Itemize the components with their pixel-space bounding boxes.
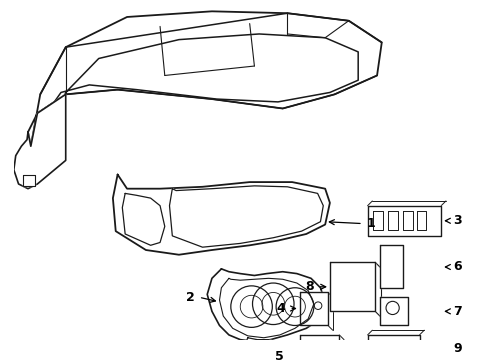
Text: 9: 9 bbox=[452, 342, 461, 355]
Polygon shape bbox=[367, 335, 419, 360]
Polygon shape bbox=[50, 34, 357, 140]
Text: 2: 2 bbox=[186, 291, 195, 304]
Text: 8: 8 bbox=[305, 280, 313, 293]
Polygon shape bbox=[299, 335, 339, 360]
Polygon shape bbox=[219, 278, 313, 338]
Polygon shape bbox=[379, 245, 403, 288]
Text: 7: 7 bbox=[452, 305, 461, 318]
Text: 1: 1 bbox=[366, 217, 375, 230]
Polygon shape bbox=[23, 175, 35, 186]
Polygon shape bbox=[122, 193, 164, 245]
Polygon shape bbox=[379, 297, 407, 325]
Polygon shape bbox=[207, 269, 325, 342]
Polygon shape bbox=[299, 292, 327, 325]
Text: 6: 6 bbox=[452, 261, 461, 274]
Polygon shape bbox=[169, 186, 323, 247]
Polygon shape bbox=[329, 262, 374, 311]
Text: 4: 4 bbox=[276, 302, 285, 315]
Text: 3: 3 bbox=[452, 214, 461, 227]
Polygon shape bbox=[113, 175, 329, 255]
Text: 5: 5 bbox=[274, 350, 283, 360]
Polygon shape bbox=[28, 11, 381, 146]
Polygon shape bbox=[367, 206, 440, 236]
Polygon shape bbox=[244, 338, 277, 354]
Polygon shape bbox=[14, 94, 65, 189]
